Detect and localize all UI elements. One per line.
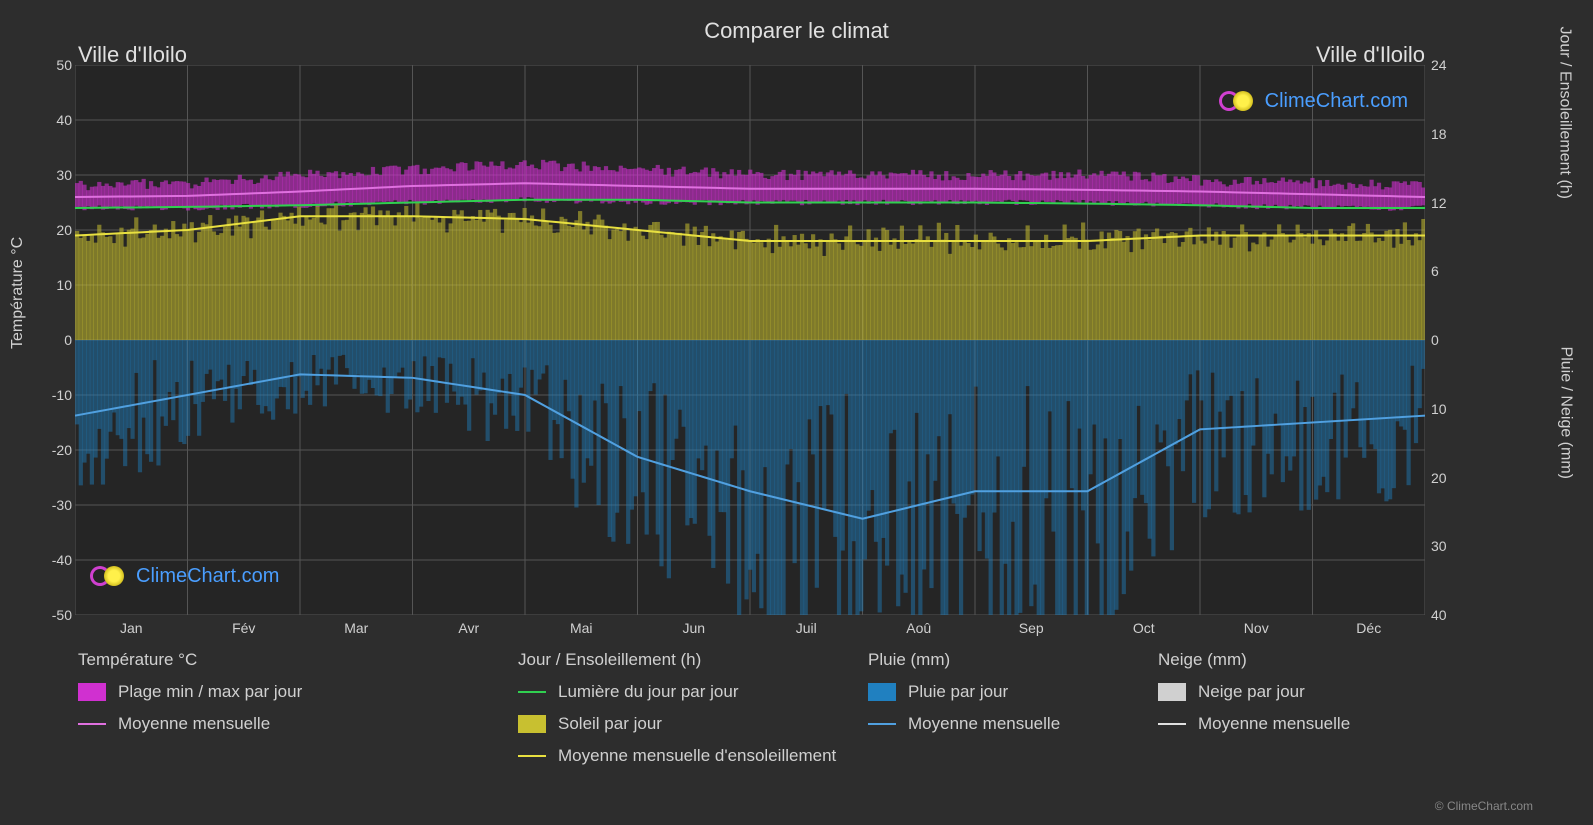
tick-left: 30 (48, 167, 72, 183)
legend: Température °C Plage min / max par jour … (78, 650, 1498, 766)
tick-x: Juil (786, 620, 826, 636)
brand-text: ClimeChart.com (1265, 90, 1408, 113)
brand-logo-bottom: ClimeChart.com (90, 565, 279, 588)
legend-rain-daily: Pluie par jour (868, 682, 1158, 702)
y-axis-left-label: Température °C (9, 237, 27, 349)
legend-temp-title: Température °C (78, 650, 518, 670)
tick-right-top: 24 (1431, 57, 1455, 73)
tick-left: 20 (48, 222, 72, 238)
swatch-sun (518, 715, 546, 733)
legend-rain-title: Pluie (mm) (868, 650, 1158, 670)
legend-sun-daily: Soleil par jour (518, 714, 868, 734)
y-axis-right-top-label: Jour / Ensoleillement (h) (1556, 26, 1574, 199)
legend-col-sun: Jour / Ensoleillement (h) Lumière du jou… (518, 650, 868, 766)
legend-daylight: Lumière du jour par jour (518, 682, 868, 702)
tick-right-bottom: 40 (1431, 607, 1455, 623)
legend-temp-mean: Moyenne mensuelle (78, 714, 518, 734)
line-sun-mean (518, 755, 546, 757)
tick-x: Aoû (899, 620, 939, 636)
tick-right-bottom: 30 (1431, 538, 1455, 554)
tick-left: 0 (48, 332, 72, 348)
legend-snow-daily: Neige par jour (1158, 682, 1458, 702)
legend-col-snow: Neige (mm) Neige par jour Moyenne mensue… (1158, 650, 1458, 766)
tick-x: Sep (1011, 620, 1051, 636)
tick-right-top: 0 (1431, 332, 1455, 348)
tick-right-top: 12 (1431, 195, 1455, 211)
line-snow-mean (1158, 723, 1186, 725)
tick-x: Mar (336, 620, 376, 636)
tick-left: 50 (48, 57, 72, 73)
tick-right-top: 18 (1431, 126, 1455, 142)
tick-left: 40 (48, 112, 72, 128)
brand-text: ClimeChart.com (136, 565, 279, 588)
tick-left: -50 (48, 607, 72, 623)
plot-area (75, 65, 1425, 615)
legend-temp-range: Plage min / max par jour (78, 682, 518, 702)
swatch-snow (1158, 683, 1186, 701)
swatch-rain (868, 683, 896, 701)
legend-snow-title: Neige (mm) (1158, 650, 1458, 670)
line-temp-mean (78, 723, 106, 725)
legend-sun-mean: Moyenne mensuelle d'ensoleillement (518, 746, 868, 766)
legend-col-temp: Température °C Plage min / max par jour … (78, 650, 518, 766)
copyright: © ClimeChart.com (1435, 799, 1533, 813)
tick-x: Mai (561, 620, 601, 636)
swatch-temp-range (78, 683, 106, 701)
chart-title: Comparer le climat (0, 18, 1593, 44)
legend-snow-mean: Moyenne mensuelle (1158, 714, 1458, 734)
tick-left: -10 (48, 387, 72, 403)
brand-icon (1219, 91, 1257, 113)
tick-left: 10 (48, 277, 72, 293)
legend-rain-mean: Moyenne mensuelle (868, 714, 1158, 734)
tick-left: -40 (48, 552, 72, 568)
brand-logo-top: ClimeChart.com (1219, 90, 1408, 113)
y-axis-right-bottom-label: Pluie / Neige (mm) (1556, 347, 1574, 479)
tick-x: Avr (449, 620, 489, 636)
brand-icon (90, 566, 128, 588)
tick-x: Déc (1349, 620, 1389, 636)
tick-right-top: 6 (1431, 263, 1455, 279)
line-daylight (518, 691, 546, 693)
tick-x: Jun (674, 620, 714, 636)
tick-x: Oct (1124, 620, 1164, 636)
tick-right-bottom: 10 (1431, 401, 1455, 417)
chart-area (75, 65, 1425, 615)
tick-x: Fév (224, 620, 264, 636)
tick-right-bottom: 20 (1431, 470, 1455, 486)
legend-col-rain: Pluie (mm) Pluie par jour Moyenne mensue… (868, 650, 1158, 766)
line-rain-mean (868, 723, 896, 725)
tick-left: -30 (48, 497, 72, 513)
legend-sun-title: Jour / Ensoleillement (h) (518, 650, 868, 670)
tick-x: Nov (1236, 620, 1276, 636)
tick-left: -20 (48, 442, 72, 458)
tick-x: Jan (111, 620, 151, 636)
